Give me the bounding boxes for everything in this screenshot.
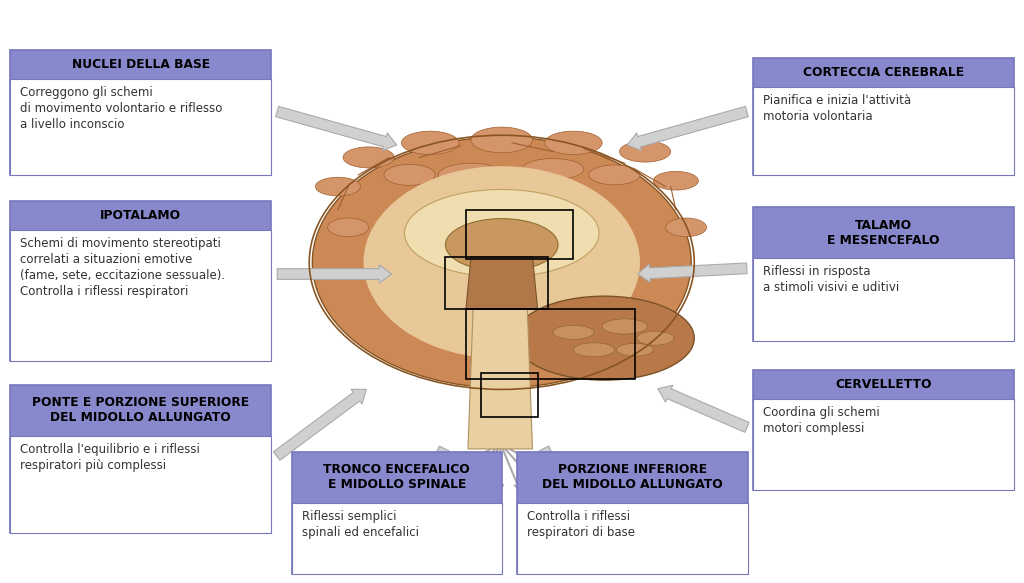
Text: PONTE E PORZIONE SUPERIORE
DEL MIDOLLO ALLUNGATO: PONTE E PORZIONE SUPERIORE DEL MIDOLLO A… — [32, 396, 250, 424]
FancyBboxPatch shape — [753, 258, 1014, 341]
FancyBboxPatch shape — [753, 399, 1014, 490]
Text: TALAMO
E MESENCEFALO: TALAMO E MESENCEFALO — [827, 219, 939, 247]
Text: Riflessi in risposta
a stimoli visivi e uditivi: Riflessi in risposta a stimoli visivi e … — [763, 265, 899, 294]
Text: PORZIONE INFERIORE
DEL MIDOLLO ALLUNGATO: PORZIONE INFERIORE DEL MIDOLLO ALLUNGATO — [542, 463, 723, 491]
Ellipse shape — [573, 343, 614, 357]
Ellipse shape — [653, 171, 698, 190]
Text: CERVELLETTO: CERVELLETTO — [835, 378, 932, 391]
Text: IPOTALAMO: IPOTALAMO — [100, 209, 181, 222]
Ellipse shape — [602, 319, 647, 334]
Text: Correggono gli schemi
di movimento volontario e riflesso
a livello inconscio: Correggono gli schemi di movimento volon… — [20, 86, 223, 131]
Ellipse shape — [514, 296, 694, 380]
Ellipse shape — [553, 325, 594, 339]
Text: Pianifica e inizia l'attività
motoria volontaria: Pianifica e inizia l'attività motoria vo… — [763, 94, 911, 124]
Ellipse shape — [384, 164, 435, 185]
Ellipse shape — [315, 177, 360, 196]
FancyBboxPatch shape — [292, 503, 502, 574]
FancyBboxPatch shape — [517, 452, 748, 574]
Ellipse shape — [545, 131, 602, 154]
Ellipse shape — [445, 219, 558, 271]
Ellipse shape — [616, 343, 653, 356]
FancyBboxPatch shape — [753, 207, 1014, 341]
Ellipse shape — [364, 166, 640, 359]
Ellipse shape — [404, 189, 599, 277]
Polygon shape — [466, 257, 538, 309]
Ellipse shape — [328, 218, 369, 237]
Text: CORTECCIA CEREBRALE: CORTECCIA CEREBRALE — [803, 66, 964, 79]
Polygon shape — [468, 309, 532, 449]
Ellipse shape — [401, 131, 459, 154]
Text: Controlla i riflessi
respiratori di base: Controlla i riflessi respiratori di base — [527, 510, 635, 539]
Ellipse shape — [620, 141, 671, 162]
Ellipse shape — [637, 331, 674, 345]
Ellipse shape — [522, 159, 584, 180]
FancyBboxPatch shape — [517, 503, 748, 574]
Ellipse shape — [471, 127, 532, 153]
FancyBboxPatch shape — [753, 370, 1014, 490]
FancyBboxPatch shape — [753, 58, 1014, 175]
FancyBboxPatch shape — [10, 385, 271, 533]
Text: TRONCO ENCEFALICO
E MIDOLLO SPINALE: TRONCO ENCEFALICO E MIDOLLO SPINALE — [324, 463, 470, 491]
Text: Riflessi semplici
spinali ed encefalici: Riflessi semplici spinali ed encefalici — [302, 510, 419, 539]
Ellipse shape — [666, 218, 707, 237]
FancyBboxPatch shape — [292, 452, 502, 574]
Text: Schemi di movimento stereotipati
correlati a situazioni emotive
(fame, sete, ecc: Schemi di movimento stereotipati correla… — [20, 237, 225, 298]
FancyBboxPatch shape — [10, 436, 271, 533]
FancyBboxPatch shape — [10, 201, 271, 361]
FancyBboxPatch shape — [753, 87, 1014, 175]
Ellipse shape — [438, 163, 504, 187]
Ellipse shape — [589, 165, 640, 185]
Ellipse shape — [343, 147, 394, 168]
Text: Coordina gli schemi
motori complessi: Coordina gli schemi motori complessi — [763, 406, 880, 436]
FancyBboxPatch shape — [10, 79, 271, 175]
FancyBboxPatch shape — [10, 50, 271, 175]
FancyBboxPatch shape — [10, 230, 271, 361]
Text: Controlla l'equilibrio e i riflessi
respiratori più complessi: Controlla l'equilibrio e i riflessi resp… — [20, 443, 201, 472]
Ellipse shape — [312, 137, 691, 388]
Text: NUCLEI DELLA BASE: NUCLEI DELLA BASE — [72, 58, 210, 71]
